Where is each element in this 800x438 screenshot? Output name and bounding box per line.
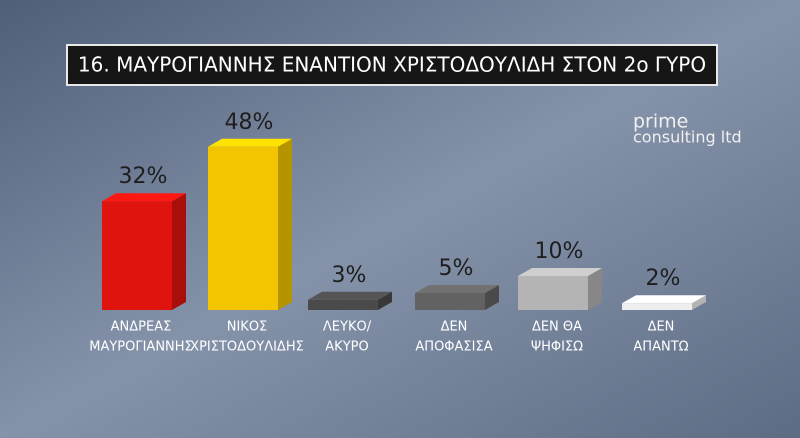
category-label: ΔΕΝ ΘΑ [532,320,582,335]
bar-side [378,291,392,310]
category-label: ΑΠΑΝΤΩ [633,340,688,355]
bar-side [485,285,499,310]
value-label: 10% [535,239,584,264]
title-box [66,44,718,86]
category-label: ΨΗΦΙΣΩ [531,340,583,355]
bar-side [588,268,602,310]
category-label: ΝΙΚΟΣ [227,320,268,335]
category-label: ΑΚΥΡΟ [325,340,368,355]
bar [415,293,485,310]
bar-side [172,193,186,310]
bar-top [208,138,292,147]
category-label: ΑΝΔΡΕΑΣ [111,320,172,335]
category-label: ΔΕΝ [648,320,675,335]
category-label: ΑΠΟΦΑΣΙΣΑ [415,340,492,355]
bar [308,299,378,310]
bar-top [308,291,392,300]
bar [518,276,588,310]
bar [102,201,172,310]
category-label: ΜΑΥΡΟΓΙΑΝΝΗΣ [89,340,193,355]
chart-title: 16. ΜΑΥΡΟΓΙΑΝΝΗΣ ΕΝΑΝΤΙΟΝ ΧΡΙΣΤΟΔΟΥΛΙΔΗ … [78,53,706,77]
category-label: ΔΕΝ [441,320,468,335]
value-label: 48% [225,110,274,135]
bar [208,146,278,310]
value-label: 32% [119,164,168,189]
bar-top [622,295,706,304]
category-label: ΧΡΙΣΤΟΔΟΥΛΙΔΗΣ [190,340,304,355]
bar-top [102,193,186,202]
bar-side [692,295,706,310]
value-label: 3% [332,263,367,288]
bar-top [518,268,602,276]
value-label: 5% [439,256,474,281]
logo-text: prime [633,111,688,133]
logo-text: consulting ltd [633,128,742,147]
bar-side [278,138,292,310]
bar [622,303,692,310]
category-label: ΛΕΥΚΟ/ [323,320,372,335]
value-label: 2% [646,266,681,291]
bar-top [415,285,499,293]
